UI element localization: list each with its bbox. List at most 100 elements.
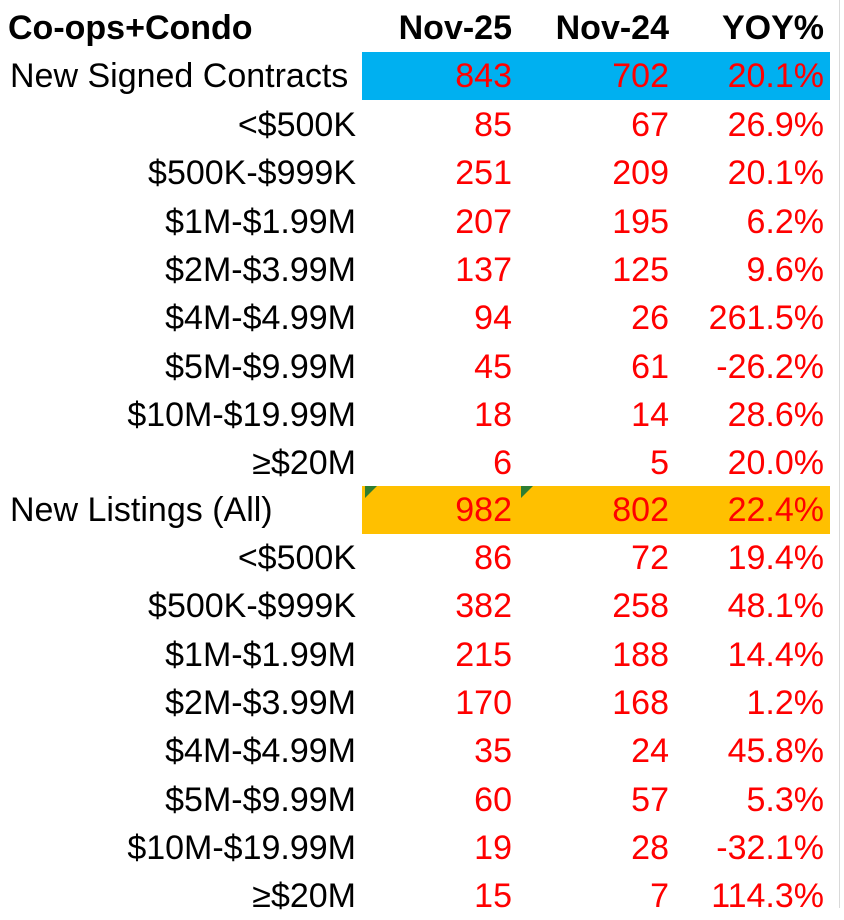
contracts-table-row: $5M-$9.99M 45 61 -26.2% <box>0 343 844 391</box>
comment-marker-icon[interactable] <box>521 486 533 498</box>
comment-marker-icon[interactable] <box>365 486 377 498</box>
value-nov-25[interactable]: 6 <box>493 444 512 483</box>
value-nov-25[interactable]: 85 <box>474 106 512 144</box>
value-nov-25[interactable]: 215 <box>455 635 512 674</box>
listings-total-row: New Listings (All) 982 802 22.4% <box>0 486 844 534</box>
listings-table-row: $4M-$4.99M 35 24 45.8% <box>0 727 844 775</box>
contracts-table-row: <$500K 85 67 26.9% <box>0 101 844 149</box>
column-gridline <box>839 0 840 908</box>
value-nov-24[interactable]: 7 <box>650 877 669 916</box>
value-nov-25[interactable]: 94 <box>474 299 512 338</box>
value-nov-24[interactable]: 14 <box>631 395 669 434</box>
price-range-label[interactable]: ≥$20M <box>252 444 356 483</box>
listings-highlight <box>362 486 830 534</box>
value-yoy[interactable]: 28.6% <box>727 395 824 434</box>
listings-label[interactable]: New Listings (All) <box>10 491 273 529</box>
price-range-label[interactable]: $4M-$4.99M <box>165 732 356 771</box>
value-yoy[interactable]: 5.3% <box>746 780 825 819</box>
price-range-label[interactable]: $500K-$999K <box>148 587 356 626</box>
price-range-label[interactable]: $1M-$1.99M <box>165 635 356 674</box>
listings-table-row: <$500K 86 72 19.4% <box>0 534 844 582</box>
listings-table-row: ≥$20M 15 7 114.3% <box>0 872 844 920</box>
value-nov-25[interactable]: 86 <box>474 539 512 577</box>
contracts-highlight <box>362 52 830 100</box>
price-range-label[interactable]: $2M-$3.99M <box>165 250 356 289</box>
value-nov-24[interactable]: 57 <box>631 780 669 819</box>
listings-table-row: $10M-$19.99M 19 28 -32.1% <box>0 824 844 872</box>
price-range-label[interactable]: <$500K <box>237 106 356 144</box>
value-nov-25[interactable]: 15 <box>474 877 512 916</box>
value-nov-25[interactable]: 18 <box>474 395 512 434</box>
listings-total-nov-24[interactable]: 802 <box>612 491 669 529</box>
listings-table-row: $1M-$1.99M 215 188 14.4% <box>0 631 844 679</box>
value-yoy[interactable]: 26.9% <box>727 106 824 144</box>
column-header-yoy[interactable]: YOY% <box>721 9 824 47</box>
value-nov-25[interactable]: 207 <box>455 202 512 241</box>
contracts-table-row: $500K-$999K 251 209 20.1% <box>0 149 844 197</box>
value-nov-24[interactable]: 72 <box>631 539 669 577</box>
value-yoy[interactable]: 20.0% <box>727 444 824 483</box>
column-header-nov-24[interactable]: Nov-24 <box>555 9 669 47</box>
price-range-label[interactable]: $500K-$999K <box>148 154 356 193</box>
contracts-total-nov-24[interactable]: 702 <box>612 57 669 95</box>
value-nov-24[interactable]: 168 <box>612 683 669 722</box>
value-yoy[interactable]: 14.4% <box>727 635 824 674</box>
value-nov-24[interactable]: 258 <box>612 587 669 626</box>
value-nov-24[interactable]: 61 <box>631 347 669 386</box>
value-nov-25[interactable]: 251 <box>455 154 512 193</box>
value-nov-24[interactable]: 24 <box>631 732 669 771</box>
contracts-label[interactable]: New Signed Contracts <box>10 57 349 95</box>
value-nov-25[interactable]: 19 <box>474 828 512 867</box>
value-yoy[interactable]: 9.6% <box>746 250 825 289</box>
value-yoy[interactable]: 45.8% <box>727 732 824 771</box>
contracts-total-nov-25[interactable]: 843 <box>455 57 512 95</box>
value-nov-25[interactable]: 170 <box>455 683 512 722</box>
value-nov-25[interactable]: 45 <box>474 347 512 386</box>
value-yoy[interactable]: 114.3% <box>711 877 824 916</box>
contracts-table-row: $2M-$3.99M 137 125 9.6% <box>0 246 844 294</box>
value-nov-24[interactable]: 28 <box>631 828 669 867</box>
value-yoy[interactable]: 20.1% <box>727 154 824 193</box>
value-nov-24[interactable]: 195 <box>612 202 669 241</box>
price-range-label[interactable]: $1M-$1.99M <box>165 202 356 241</box>
price-range-label[interactable]: <$500K <box>237 539 356 577</box>
contracts-table-row: ≥$20M 6 5 20.0% <box>0 439 844 487</box>
value-yoy[interactable]: 6.2% <box>746 202 825 241</box>
value-nov-25[interactable]: 60 <box>474 780 512 819</box>
contracts-table-row: $4M-$4.99M 94 26 261.5% <box>0 294 844 342</box>
value-yoy[interactable]: 48.1% <box>727 587 824 626</box>
price-range-label[interactable]: $4M-$4.99M <box>165 299 356 338</box>
value-nov-25[interactable]: 382 <box>455 587 512 626</box>
value-yoy[interactable]: -26.2% <box>716 347 824 386</box>
price-range-label[interactable]: ≥$20M <box>252 877 356 916</box>
value-nov-24[interactable]: 67 <box>631 106 669 144</box>
value-nov-24[interactable]: 209 <box>612 154 669 193</box>
value-nov-25[interactable]: 137 <box>455 250 512 289</box>
listings-table-row: $2M-$3.99M 170 168 1.2% <box>0 679 844 727</box>
value-yoy[interactable]: -32.1% <box>716 828 824 867</box>
value-yoy[interactable]: 261.5% <box>708 299 824 338</box>
price-range-label[interactable]: $5M-$9.99M <box>165 780 356 819</box>
listings-table-row: $500K-$999K 382 258 48.1% <box>0 582 844 630</box>
price-range-label[interactable]: $2M-$3.99M <box>165 683 356 722</box>
price-range-label[interactable]: $10M-$19.99M <box>127 395 356 434</box>
price-range-label[interactable]: $10M-$19.99M <box>127 828 356 867</box>
value-nov-24[interactable]: 5 <box>650 444 669 483</box>
contracts-table-row: $1M-$1.99M 207 195 6.2% <box>0 198 844 246</box>
value-nov-25[interactable]: 35 <box>474 732 512 771</box>
value-yoy[interactable]: 19.4% <box>727 539 824 577</box>
price-range-label[interactable]: $5M-$9.99M <box>165 347 356 386</box>
listings-total-nov-25[interactable]: 982 <box>455 491 512 529</box>
value-nov-24[interactable]: 188 <box>612 635 669 674</box>
contracts-total-yoy[interactable]: 20.1% <box>727 57 824 95</box>
contracts-total-row: New Signed Contracts 843 702 20.1% <box>0 52 844 100</box>
value-yoy[interactable]: 1.2% <box>746 683 825 722</box>
listings-table-row: $5M-$9.99M 60 57 5.3% <box>0 776 844 824</box>
header-row: Co-ops+Condo Nov-25 Nov-24 YOY% <box>0 4 844 52</box>
value-nov-24[interactable]: 26 <box>631 299 669 338</box>
value-nov-24[interactable]: 125 <box>612 250 669 289</box>
column-header-nov-25[interactable]: Nov-25 <box>398 9 512 47</box>
table-title[interactable]: Co-ops+Condo <box>8 9 253 47</box>
listings-total-yoy[interactable]: 22.4% <box>727 491 824 529</box>
